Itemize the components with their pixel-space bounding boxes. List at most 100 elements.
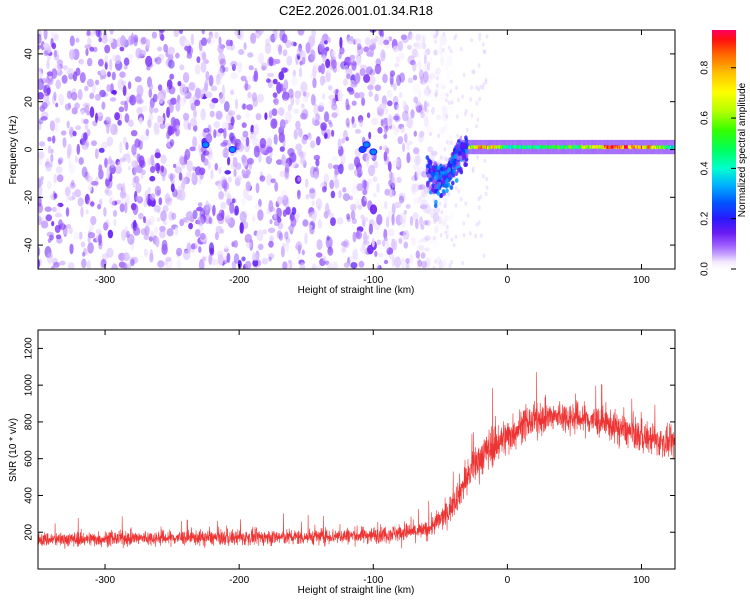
ridge-cell [614,145,617,149]
noise-speckle [302,91,307,97]
noise-speckle [429,208,436,219]
noise-speckle [205,146,213,158]
noise-speckle [284,111,292,123]
ridge-cell [569,145,572,149]
noise-speckle [127,119,134,127]
ridge-cell [557,145,559,149]
noise-speckle [393,127,399,136]
snr-x-tick-label: 0 [505,575,511,586]
noise-speckle [470,113,474,118]
noise-speckle [409,253,414,265]
noise-speckle [442,109,448,115]
noise-speckle [98,233,103,244]
chirp-blob [435,171,439,177]
noise-speckle [139,160,146,169]
noise-speckle [355,159,361,166]
noise-speckle [126,156,131,164]
noise-speckle [298,128,303,138]
noise-speckle [408,31,413,40]
noise-speckle [40,116,48,121]
noise-speckle [309,188,316,194]
noise-speckle [368,164,376,177]
noise-speckle [198,133,203,142]
chirp-blob [447,167,452,173]
ridge-cell [650,146,652,150]
noise-speckle [434,34,438,40]
colorbar-gradient [712,30,736,269]
noise-speckle [374,84,382,92]
noise-speckle [382,239,386,247]
ridge-cell [666,145,668,149]
snr-y-tick-label: 1200 [24,337,35,360]
noise-speckle [90,180,99,186]
noise-speckle [159,30,164,40]
noise-speckle [47,180,52,190]
ridge-cell [487,146,489,150]
snr-frame [37,329,676,570]
noise-speckle [198,225,204,232]
ridge-cell [651,146,653,150]
noise-speckle [368,69,376,76]
noise-speckle [231,241,235,247]
colorbar-tick-label: 0.8 [700,60,711,74]
noise-speckle [438,260,443,269]
noise-speckle [419,39,423,50]
noise-speckle [105,116,112,124]
noise-speckle [290,261,296,267]
noise-speckle [91,140,97,147]
noise-speckle [159,230,166,239]
noise-speckle [252,136,259,148]
noise-speckle [323,210,329,219]
chirp-blob [464,135,468,141]
noise-speckle [104,55,109,64]
noise-speckle [379,107,385,114]
noise-speckle [183,249,191,261]
noise-speckle [124,100,128,112]
noise-speckle [420,76,424,84]
noise-speckle [120,80,126,86]
ridge-cell [623,145,625,149]
noise-speckle [278,132,285,143]
noise-speckle [130,130,138,137]
noise-speckle [62,65,68,71]
ridge-cell [552,145,555,149]
noise-speckle [401,193,406,203]
noise-speckle [229,132,236,144]
ridge-cell [618,145,620,150]
noise-speckle [94,148,99,159]
noise-speckle [292,69,296,77]
noise-speckle [479,84,483,90]
ridge-cell [613,145,616,149]
noise-speckle [393,101,399,110]
noise-speckle [253,70,259,82]
noise-speckle [43,50,49,57]
noise-speckle [139,37,146,46]
noise-speckle [450,128,455,139]
noise-speckle [153,107,159,113]
noise-speckle [166,138,170,148]
noise-speckle [122,182,126,194]
noise-speckle [241,122,247,128]
noise-speckle [75,125,82,130]
noise-speckle [49,161,53,168]
chirp-blob [453,159,457,165]
noise-speckle [172,118,181,129]
noise-speckle [149,175,156,182]
noise-speckle [252,97,258,107]
noise-speckle [432,229,439,241]
spectrogram-y-tick-label: 20 [24,96,35,108]
ridge-cell [585,145,588,149]
noise-speckle [224,66,229,72]
noise-speckle [204,82,208,92]
noise-speckle [417,133,424,143]
noise-speckle [184,91,192,99]
noise-speckle [361,195,367,207]
noise-speckle [78,157,84,165]
noise-speckle [80,241,86,248]
ridge-cell [611,145,614,149]
noise-speckle [412,163,420,171]
ridge-cell [595,145,598,149]
noise-speckle [88,175,93,184]
